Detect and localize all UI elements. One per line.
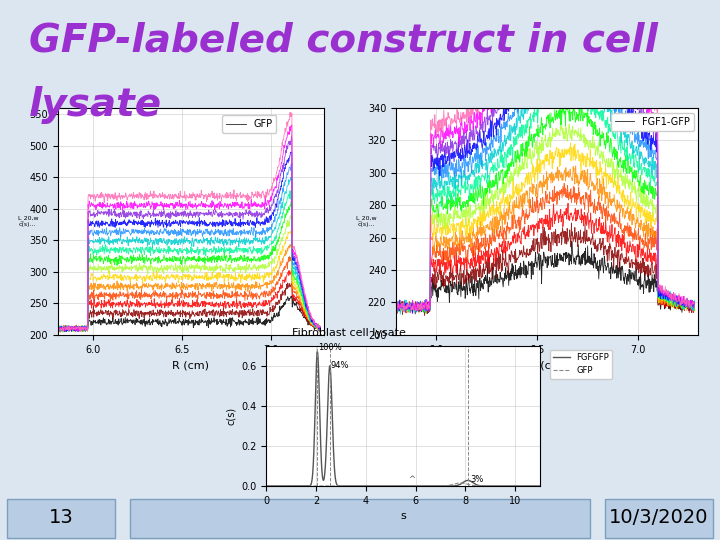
Legend: FGFGFP, GFP: FGFGFP, GFP (549, 350, 613, 379)
Text: 13: 13 (49, 508, 73, 526)
FancyBboxPatch shape (605, 499, 713, 538)
Text: 3%: 3% (470, 476, 484, 484)
Text: 100%: 100% (318, 342, 341, 352)
Text: Fibroblast cell lysate: Fibroblast cell lysate (292, 327, 406, 338)
Y-axis label: c(s): c(s) (226, 407, 235, 425)
Text: GFP-labeled construct in cell: GFP-labeled construct in cell (29, 22, 658, 59)
X-axis label: s: s (400, 511, 406, 521)
Y-axis label: L_20,w
c(s)...: L_20,w c(s)... (17, 215, 39, 227)
Legend: FGF1-GFP: FGF1-GFP (611, 113, 693, 131)
X-axis label: R (cm): R (cm) (528, 360, 566, 370)
Text: lysate: lysate (29, 86, 162, 124)
FancyBboxPatch shape (7, 499, 115, 538)
Y-axis label: L_20,w
c(s)...: L_20,w c(s)... (356, 215, 377, 227)
Text: 94%: 94% (330, 361, 349, 370)
Text: ^: ^ (408, 475, 415, 484)
X-axis label: R (cm): R (cm) (172, 360, 210, 370)
Text: 10/3/2020: 10/3/2020 (609, 508, 708, 526)
Legend: GFP: GFP (222, 115, 276, 133)
FancyBboxPatch shape (130, 499, 590, 538)
